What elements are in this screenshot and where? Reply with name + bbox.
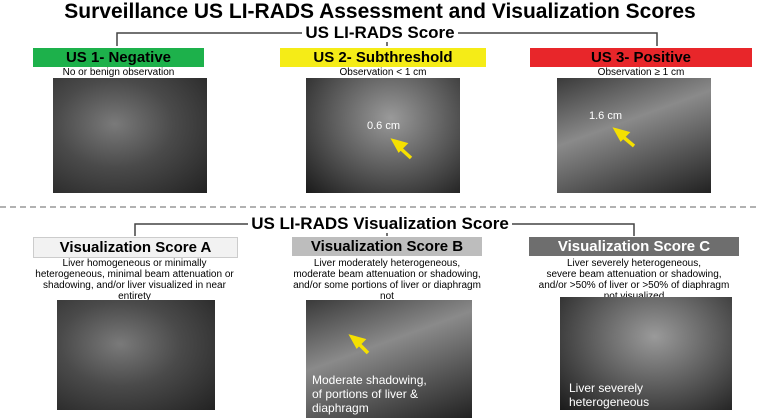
text-line: Liver homogeneous or minimally bbox=[62, 258, 207, 269]
heading-text: US LI-RADS Visualization Score bbox=[248, 214, 512, 233]
score-box: US 2- Subthreshold bbox=[280, 48, 486, 67]
score-box: US 3- Positive bbox=[530, 48, 752, 67]
text-line: heterogeneous, minimal beam attenuation … bbox=[35, 269, 234, 280]
text-line: of portions of liver & bbox=[312, 387, 419, 401]
text-line: Liver severely heterogeneous, bbox=[567, 258, 701, 269]
description: Observation ≥ 1 cm bbox=[597, 67, 685, 78]
title: Surveillance US LI-RADS Assessment and V… bbox=[64, 0, 696, 23]
section-heading: US LI-RADS Score bbox=[0, 23, 760, 43]
annotation: Liver severely heterogeneous bbox=[569, 381, 649, 409]
score-box: Visualization Score B bbox=[292, 237, 482, 256]
text-line: and/or >50% of liver or >50% of diaphrag… bbox=[538, 280, 730, 291]
score-box: Visualization Score A bbox=[33, 237, 238, 258]
ultrasound-image bbox=[306, 78, 460, 193]
annotation: 1.6 cm bbox=[589, 110, 623, 122]
text-line: moderate beam attenuation or shadowing, bbox=[293, 269, 481, 280]
description: Observation < 1 cm bbox=[339, 67, 427, 78]
annotation: Moderate shadowing, of portions of liver … bbox=[312, 373, 427, 415]
ultrasound-image bbox=[57, 300, 215, 410]
text-line: Liver severely bbox=[569, 381, 644, 395]
ultrasound-image bbox=[560, 297, 732, 410]
text-line: heterogeneous bbox=[569, 395, 650, 409]
score-box: Visualization Score C bbox=[529, 237, 739, 256]
text-line: not bbox=[380, 291, 394, 302]
score-box: US 1- Negative bbox=[33, 48, 204, 67]
ultrasound-image bbox=[557, 78, 711, 193]
text-line: not visualized bbox=[525, 291, 743, 302]
ultrasound-image bbox=[53, 78, 207, 193]
section-heading: US LI-RADS Visualization Score bbox=[0, 214, 760, 234]
description: Liver severely heterogeneous, severe beam… bbox=[525, 258, 743, 302]
ultrasound-image bbox=[306, 300, 472, 418]
text-line: Moderate shadowing, bbox=[312, 373, 427, 387]
text-line: diaphragm bbox=[312, 401, 369, 415]
text-line: shadowing, and/or liver visualized in ne… bbox=[43, 280, 226, 291]
text-line: and/or some portions of liver or diaphra… bbox=[293, 280, 481, 291]
heading-text: US LI-RADS Score bbox=[302, 23, 458, 42]
description: No or benign observation bbox=[62, 67, 175, 78]
text-line: entirety bbox=[118, 291, 151, 302]
text-line: severe beam attenuation or shadowing, bbox=[546, 269, 722, 280]
description: Liver homogeneous or minimally heterogene… bbox=[28, 258, 241, 302]
annotation: 0.6 cm bbox=[367, 120, 401, 132]
text-line: Liver moderately heterogeneous, bbox=[313, 258, 461, 269]
